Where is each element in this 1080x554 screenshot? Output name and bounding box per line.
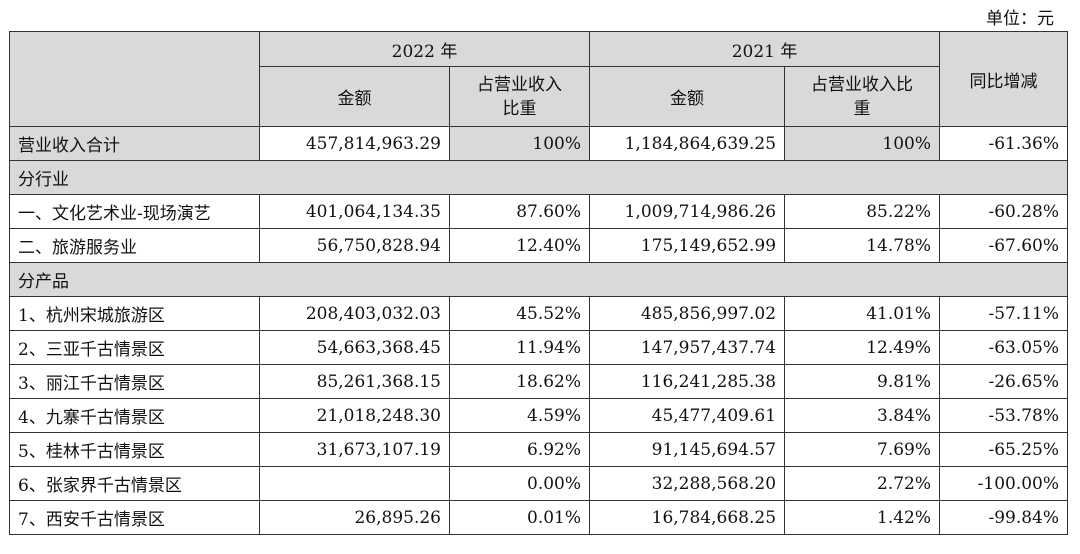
amount-2022: [259, 466, 450, 501]
header-blank-cell: [9, 31, 260, 127]
table-row: 5、桂林千古情景区 31,673,107.19 6.92% 91,145,694…: [9, 432, 1069, 467]
ratio-2021: 12.49%: [784, 330, 941, 365]
header-year-2021: 2021 年: [589, 31, 941, 67]
ratio-2022: 87.60%: [448, 194, 591, 229]
section-row-industry: 分行业: [8, 160, 1069, 195]
amount-2022: 208,403,032.03: [259, 296, 450, 331]
ratio-2021: 3.84%: [784, 398, 941, 433]
amount-2022: 31,673,107.19: [259, 432, 450, 467]
amount-2021: 147,957,437.74: [589, 330, 786, 365]
total-amount-2021: 1,184,864,639.25: [589, 126, 786, 161]
amount-2022: 56,750,828.94: [259, 228, 450, 263]
table-row: 2、三亚千古情景区 54,663,368.45 11.94% 147,957,4…: [9, 330, 1069, 365]
header-ratio-2022-line2: 比重: [502, 98, 537, 119]
header-year-2022: 2022 年: [258, 31, 591, 67]
header-ratio-2021-line2: 重: [853, 98, 871, 119]
table-row: 3、丽江千古情景区 85,261,368.15 18.62% 116,241,2…: [9, 364, 1069, 399]
ratio-2022: 6.92%: [448, 432, 591, 467]
ratio-2022: 0.00%: [448, 466, 591, 501]
table-row: 1、杭州宋城旅游区 208,403,032.03 45.52% 485,856,…: [9, 296, 1069, 331]
ratio-2022: 11.94%: [448, 330, 591, 365]
amount-2021: 16,784,668.25: [589, 500, 786, 535]
yoy-change: -60.28%: [939, 194, 1069, 229]
amount-2022: 21,018,248.30: [259, 398, 450, 433]
amount-2021: 32,288,568.20: [589, 466, 786, 501]
table-row: 4、九寨千古情景区 21,018,248.30 4.59% 45,477,409…: [9, 398, 1069, 433]
total-amount-2022: 457,814,963.29: [259, 126, 450, 161]
total-label: 营业收入合计: [9, 126, 260, 161]
header-row-years: 2022 年 2021 年 同比增减: [9, 31, 1069, 127]
total-row: 营业收入合计 457,814,963.29 100% 1,184,864,639…: [9, 126, 1069, 161]
row-label: 二、旅游服务业: [9, 228, 260, 263]
ratio-2021: 2.72%: [784, 466, 941, 501]
table-row: 一、文化艺术业-现场演艺 401,064,134.35 87.60% 1,009…: [9, 194, 1069, 229]
yoy-change: -99.84%: [939, 500, 1069, 535]
header-row-columns: 金额 占营业收入 比重 金额 占营业收入比 重: [10, 66, 1068, 127]
table-row: 7、西安千古情景区 26,895.26 0.01% 16,784,668.25 …: [9, 500, 1069, 535]
total-ratio-2022: 100%: [448, 126, 591, 161]
ratio-2022: 12.40%: [448, 228, 591, 263]
yoy-change: -63.05%: [939, 330, 1069, 365]
amount-2021: 116,241,285.38: [589, 364, 786, 399]
yoy-change: -100.00%: [939, 466, 1069, 501]
amount-2021: 175,149,652.99: [589, 228, 786, 263]
yoy-change: -65.25%: [939, 432, 1069, 467]
ratio-2021: 1.42%: [784, 500, 941, 535]
row-label: 3、丽江千古情景区: [9, 364, 260, 399]
section-industry-label: 分行业: [8, 160, 1069, 195]
row-label: 5、桂林千古情景区: [9, 432, 260, 467]
ratio-2021: 14.78%: [784, 228, 941, 263]
ratio-2022: 4.59%: [448, 398, 591, 433]
row-label: 4、九寨千古情景区: [9, 398, 260, 433]
header-ratio-2022-line1: 占营业收入: [477, 74, 562, 95]
ratio-2021: 7.69%: [784, 432, 941, 467]
header-ratio-2021: 占营业收入比 重: [784, 66, 941, 127]
header-yoy: 同比增减: [939, 31, 1069, 127]
yoy-change: -53.78%: [939, 398, 1069, 433]
amount-2021: 485,856,997.02: [589, 296, 786, 331]
amount-2022: 26,895.26: [259, 500, 450, 535]
header-ratio-2022: 占营业收入 比重: [448, 66, 591, 127]
yoy-change: -26.65%: [939, 364, 1069, 399]
header-amount-2022: 金额: [259, 66, 450, 127]
amount-2021: 91,145,694.57: [589, 432, 786, 467]
section-row-product: 分产品: [8, 262, 1069, 297]
table-row: 6、张家界千古情景区 0.00% 32,288,568.20 2.72% -10…: [9, 466, 1069, 501]
row-label: 1、杭州宋城旅游区: [9, 296, 260, 331]
ratio-2021: 41.01%: [784, 296, 941, 331]
amount-2022: 54,663,368.45: [259, 330, 450, 365]
row-label: 2、三亚千古情景区: [9, 330, 260, 365]
amount-2022: 85,261,368.15: [259, 364, 450, 399]
total-ratio-2021: 100%: [784, 126, 941, 161]
revenue-table: 2022 年 2021 年 同比增减 金额 占营业收入 比重 金额 占营业收入比…: [8, 31, 1069, 535]
unit-label: 单位：元: [986, 9, 1054, 29]
amount-2021: 45,477,409.61: [589, 398, 786, 433]
row-label: 6、张家界千古情景区: [9, 466, 260, 501]
amount-2022: 401,064,134.35: [259, 194, 450, 229]
yoy-change: -57.11%: [939, 296, 1069, 331]
header-amount-2021: 金额: [589, 66, 786, 127]
ratio-2022: 18.62%: [448, 364, 591, 399]
table-row: 二、旅游服务业 56,750,828.94 12.40% 175,149,652…: [9, 228, 1069, 263]
row-label: 7、西安千古情景区: [9, 500, 260, 535]
ratio-2021: 85.22%: [784, 194, 941, 229]
total-yoy: -61.36%: [939, 126, 1069, 161]
ratio-2022: 0.01%: [448, 500, 591, 535]
ratio-2021: 9.81%: [784, 364, 941, 399]
ratio-2022: 45.52%: [448, 296, 591, 331]
section-product-label: 分产品: [8, 262, 1069, 297]
header-ratio-2021-line1: 占营业收入比: [811, 74, 914, 95]
row-label: 一、文化艺术业-现场演艺: [9, 194, 260, 229]
amount-2021: 1,009,714,986.26: [589, 194, 786, 229]
yoy-change: -67.60%: [939, 228, 1069, 263]
